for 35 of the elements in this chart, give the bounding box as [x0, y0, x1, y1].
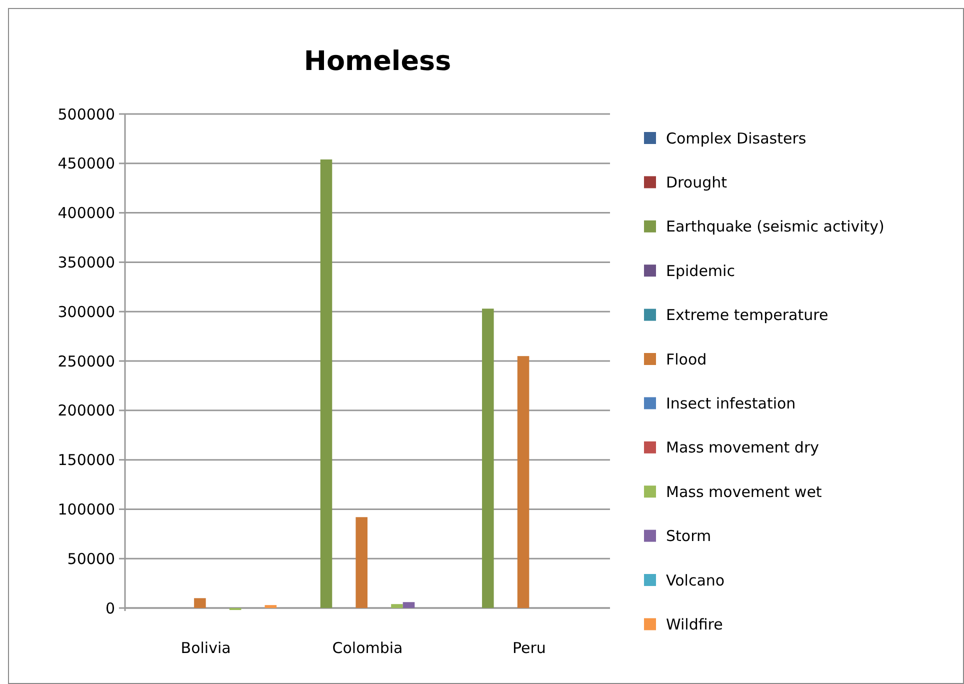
- y-tick-label: 350000: [58, 253, 115, 272]
- y-tick-label: 450000: [58, 154, 115, 173]
- legend-label: Insect infestation: [666, 394, 796, 412]
- legend-label: Wildfire: [666, 615, 723, 634]
- legend-label: Storm: [666, 527, 712, 546]
- bar: [194, 598, 206, 608]
- bar: [402, 602, 415, 608]
- bar: [391, 604, 403, 608]
- y-tick-label: 300000: [58, 302, 115, 321]
- bar: [482, 308, 494, 608]
- legend-label: Mass movement dry: [666, 438, 820, 457]
- x-tick-label: Bolivia: [180, 639, 231, 657]
- bar: [320, 159, 332, 608]
- legend-label: Volcano: [666, 571, 725, 590]
- legend-label: Epidemic: [666, 262, 735, 280]
- chart-title: Homeless: [304, 46, 452, 77]
- y-tick-label: 100000: [58, 500, 115, 518]
- x-tick-label: Colombia: [332, 639, 403, 657]
- y-tick-label: 250000: [58, 352, 115, 370]
- y-tick-label: 400000: [58, 204, 115, 222]
- bar: [264, 605, 277, 608]
- bar: [517, 356, 530, 608]
- legend-label: Flood: [666, 350, 707, 368]
- y-tick-label: 200000: [58, 402, 115, 420]
- y-tick-label: 0: [105, 599, 115, 618]
- legend-label: Mass movement wet: [666, 482, 822, 501]
- legend-label: Earthquake (seismic activity): [666, 218, 884, 236]
- bar: [356, 517, 368, 608]
- x-tick-label: Peru: [512, 639, 546, 657]
- legend-label: Extreme temperature: [666, 306, 828, 324]
- y-tick-label: 500000: [58, 105, 115, 124]
- y-tick-label: 150000: [58, 451, 115, 470]
- y-tick-label: 50000: [67, 550, 115, 568]
- legend-label: Drought: [666, 173, 728, 192]
- legend-label: Complex Disasters: [666, 129, 806, 148]
